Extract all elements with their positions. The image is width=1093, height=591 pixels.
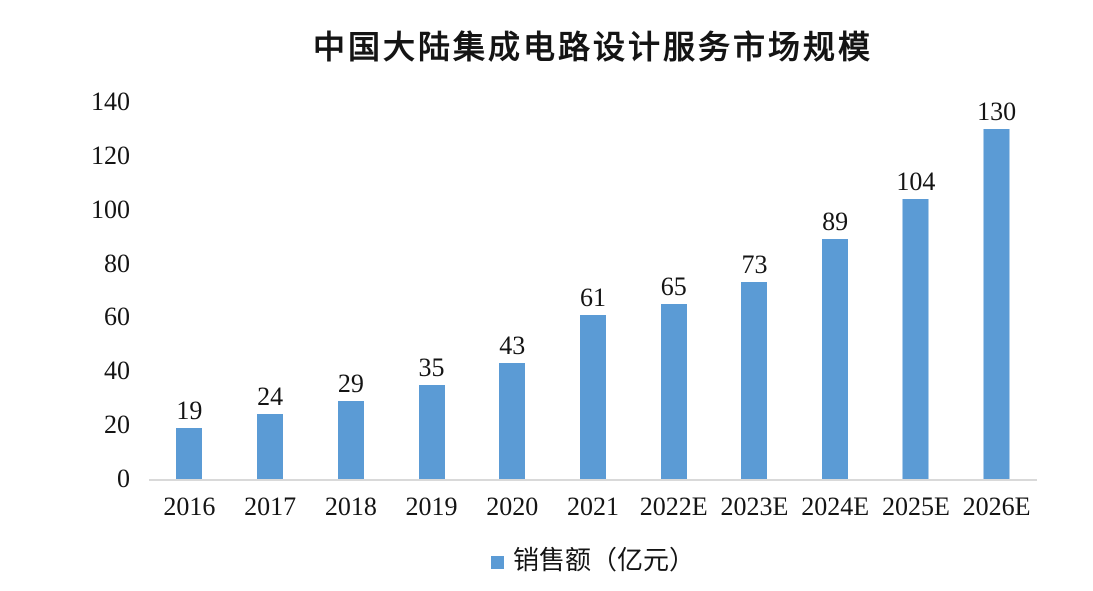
bar-value-label: 43 bbox=[499, 331, 526, 361]
bar-group: 19 bbox=[176, 395, 203, 479]
legend: 销售额（亿元） bbox=[149, 546, 1037, 576]
bar-group: 61 bbox=[580, 283, 606, 479]
bar-value-label: 35 bbox=[418, 352, 445, 382]
y-axis-tick-label: 0 bbox=[117, 464, 130, 493]
plot-area: 19 24 29 35 43 61 65 73 89 104 130 bbox=[149, 97, 1037, 481]
x-axis-tick-label: 2026E bbox=[962, 492, 1031, 521]
bar-value-label: 29 bbox=[337, 368, 364, 398]
bar bbox=[822, 239, 849, 479]
bar-group: 24 bbox=[257, 382, 284, 479]
bar-group: 29 bbox=[337, 368, 364, 479]
bar-group: 130 bbox=[977, 97, 1016, 479]
bar-group: 104 bbox=[896, 167, 935, 479]
bar bbox=[580, 314, 606, 479]
x-axis-tick-label: 2024E bbox=[801, 492, 870, 521]
bar-value-label: 19 bbox=[176, 395, 203, 425]
bar bbox=[499, 363, 526, 479]
bar-group: 35 bbox=[418, 352, 445, 479]
y-axis-tick-label: 80 bbox=[104, 248, 130, 278]
y-axis-tick-label: 120 bbox=[91, 140, 130, 170]
bar bbox=[418, 384, 445, 479]
bar-group: 65 bbox=[660, 271, 687, 479]
bar bbox=[902, 198, 929, 479]
legend-label: 销售额（亿元） bbox=[512, 546, 695, 575]
bar bbox=[660, 303, 687, 479]
x-axis-tick-label: 2018 bbox=[324, 492, 377, 521]
legend-swatch-icon bbox=[490, 556, 504, 569]
x-axis-tick-label: 2019 bbox=[405, 492, 458, 521]
x-axis-tick-label: 2016 bbox=[163, 492, 216, 521]
bar bbox=[741, 282, 768, 479]
bar-group: 73 bbox=[741, 250, 768, 479]
bar bbox=[983, 128, 1010, 479]
x-axis-tick-label: 2021 bbox=[567, 492, 619, 521]
y-axis-tick-label: 60 bbox=[104, 302, 130, 332]
bar-value-label: 130 bbox=[977, 96, 1017, 126]
x-axis-tick-label: 2022E bbox=[639, 492, 708, 521]
x-axis-tick-label: 2023E bbox=[720, 492, 789, 521]
x-axis-tick-label: 2025E bbox=[881, 492, 950, 521]
bar-value-label: 65 bbox=[660, 271, 687, 301]
bar-group: 89 bbox=[822, 207, 849, 479]
y-axis-tick-label: 140 bbox=[91, 87, 130, 116]
bar bbox=[176, 427, 203, 479]
bar-group: 43 bbox=[499, 331, 526, 479]
y-axis-tick-label: 40 bbox=[104, 356, 130, 386]
bar bbox=[337, 400, 364, 479]
bar-value-label: 24 bbox=[257, 382, 284, 412]
chart-title: 中国大陆集成电路设计服务市场规模 bbox=[312, 29, 873, 65]
bar-value-label: 73 bbox=[741, 250, 768, 280]
y-axis-tick-label: 20 bbox=[104, 410, 130, 440]
y-axis-tick-label: 100 bbox=[91, 194, 130, 224]
x-axis-tick-label: 2020 bbox=[486, 492, 539, 521]
x-axis-tick-label: 2017 bbox=[244, 492, 297, 521]
bar-value-label: 104 bbox=[896, 166, 936, 196]
bar-value-label: 89 bbox=[822, 207, 849, 237]
bar bbox=[257, 414, 284, 479]
bar-value-label: 61 bbox=[580, 282, 606, 312]
